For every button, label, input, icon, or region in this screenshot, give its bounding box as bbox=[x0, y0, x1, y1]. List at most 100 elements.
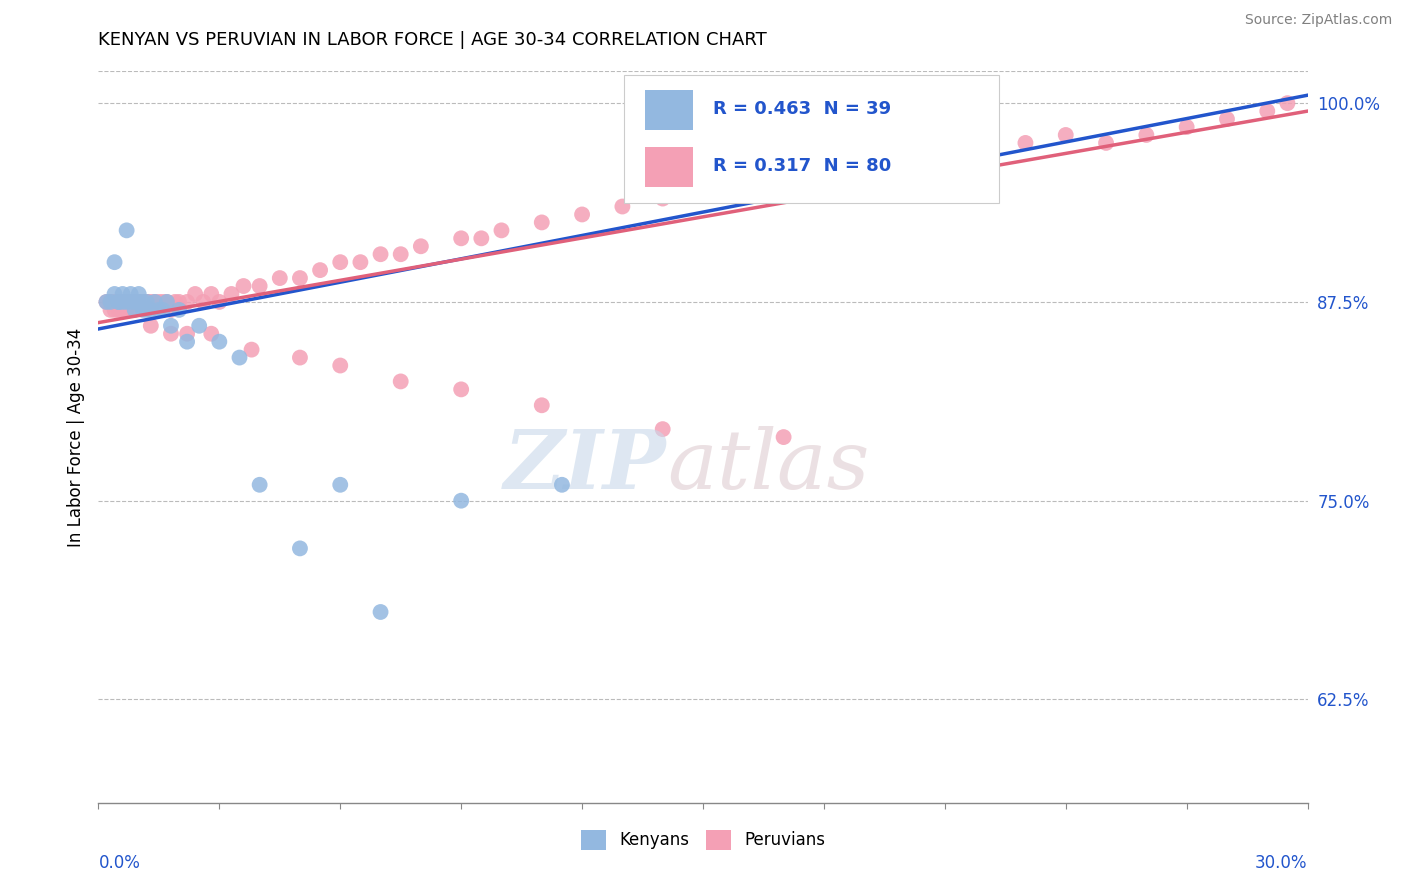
Point bbox=[176, 294, 198, 309]
Point bbox=[103, 302, 125, 317]
Point bbox=[288, 541, 311, 556]
Point bbox=[143, 294, 166, 309]
Point bbox=[120, 302, 142, 317]
Point bbox=[156, 294, 179, 309]
Point bbox=[249, 477, 271, 491]
Point bbox=[193, 294, 215, 309]
Point bbox=[1135, 128, 1157, 142]
Point bbox=[188, 318, 211, 333]
Point bbox=[571, 207, 593, 221]
Point bbox=[853, 152, 876, 166]
Point bbox=[107, 294, 129, 309]
Point bbox=[135, 294, 157, 309]
Point bbox=[135, 302, 157, 317]
Point bbox=[269, 271, 291, 285]
Point bbox=[132, 302, 155, 317]
Point bbox=[132, 294, 155, 309]
Point bbox=[232, 279, 254, 293]
Point bbox=[124, 302, 146, 317]
Point bbox=[329, 255, 352, 269]
Point bbox=[208, 334, 231, 349]
Point bbox=[349, 255, 371, 269]
Point bbox=[160, 326, 183, 341]
Point bbox=[139, 302, 162, 317]
Point bbox=[111, 287, 134, 301]
Point bbox=[100, 294, 122, 309]
Point bbox=[176, 334, 198, 349]
FancyBboxPatch shape bbox=[624, 75, 1000, 203]
Point bbox=[491, 223, 513, 237]
Point bbox=[176, 326, 198, 341]
Point bbox=[100, 302, 122, 317]
Point bbox=[1054, 128, 1077, 142]
Point bbox=[139, 318, 162, 333]
Text: 0.0%: 0.0% bbox=[98, 854, 141, 871]
Point bbox=[651, 422, 673, 436]
Point bbox=[115, 294, 138, 309]
Point bbox=[470, 231, 492, 245]
Point bbox=[1216, 112, 1239, 126]
Point bbox=[288, 351, 311, 365]
Point bbox=[651, 192, 673, 206]
Point bbox=[111, 302, 134, 317]
Point bbox=[389, 247, 412, 261]
Point bbox=[221, 287, 243, 301]
Text: KENYAN VS PERUVIAN IN LABOR FORCE | AGE 30-34 CORRELATION CHART: KENYAN VS PERUVIAN IN LABOR FORCE | AGE … bbox=[98, 31, 768, 49]
Point bbox=[450, 231, 472, 245]
Point bbox=[96, 294, 118, 309]
Point bbox=[132, 294, 155, 309]
Point bbox=[148, 294, 170, 309]
Point bbox=[551, 477, 574, 491]
Point bbox=[107, 294, 129, 309]
Point bbox=[612, 200, 634, 214]
Point bbox=[160, 318, 183, 333]
Point bbox=[288, 271, 311, 285]
Point bbox=[1014, 136, 1036, 150]
Point bbox=[934, 152, 956, 166]
Point bbox=[111, 294, 134, 309]
Point bbox=[309, 263, 332, 277]
Point bbox=[115, 302, 138, 317]
Text: ZIP: ZIP bbox=[505, 426, 666, 507]
Point bbox=[120, 287, 142, 301]
Point bbox=[103, 255, 125, 269]
Point bbox=[249, 279, 271, 293]
Point bbox=[115, 294, 138, 309]
Point bbox=[167, 294, 190, 309]
Point bbox=[389, 375, 412, 389]
Point bbox=[228, 351, 250, 365]
Point bbox=[160, 302, 183, 317]
FancyBboxPatch shape bbox=[645, 146, 693, 187]
Point bbox=[128, 294, 150, 309]
Point bbox=[139, 294, 162, 309]
Point bbox=[167, 302, 190, 317]
Point bbox=[450, 383, 472, 397]
Point bbox=[148, 302, 170, 317]
Point bbox=[107, 294, 129, 309]
Point bbox=[974, 144, 997, 158]
Point bbox=[631, 96, 654, 111]
Point bbox=[893, 152, 915, 166]
Point bbox=[128, 287, 150, 301]
Point bbox=[103, 294, 125, 309]
Point bbox=[813, 160, 835, 174]
Point bbox=[156, 294, 179, 309]
Point bbox=[124, 294, 146, 309]
Point bbox=[208, 294, 231, 309]
Text: R = 0.317  N = 80: R = 0.317 N = 80 bbox=[713, 158, 891, 176]
Point bbox=[1175, 120, 1198, 134]
Point bbox=[120, 294, 142, 309]
Point bbox=[329, 359, 352, 373]
Point bbox=[124, 294, 146, 309]
Point bbox=[1256, 104, 1278, 119]
Point bbox=[733, 176, 755, 190]
Point bbox=[450, 493, 472, 508]
Legend: Kenyans, Peruvians: Kenyans, Peruvians bbox=[574, 823, 832, 856]
Text: atlas: atlas bbox=[666, 426, 869, 507]
Point bbox=[115, 223, 138, 237]
Point bbox=[200, 326, 222, 341]
Point bbox=[1277, 96, 1299, 111]
Point bbox=[370, 247, 392, 261]
Point bbox=[120, 294, 142, 309]
Point bbox=[370, 605, 392, 619]
